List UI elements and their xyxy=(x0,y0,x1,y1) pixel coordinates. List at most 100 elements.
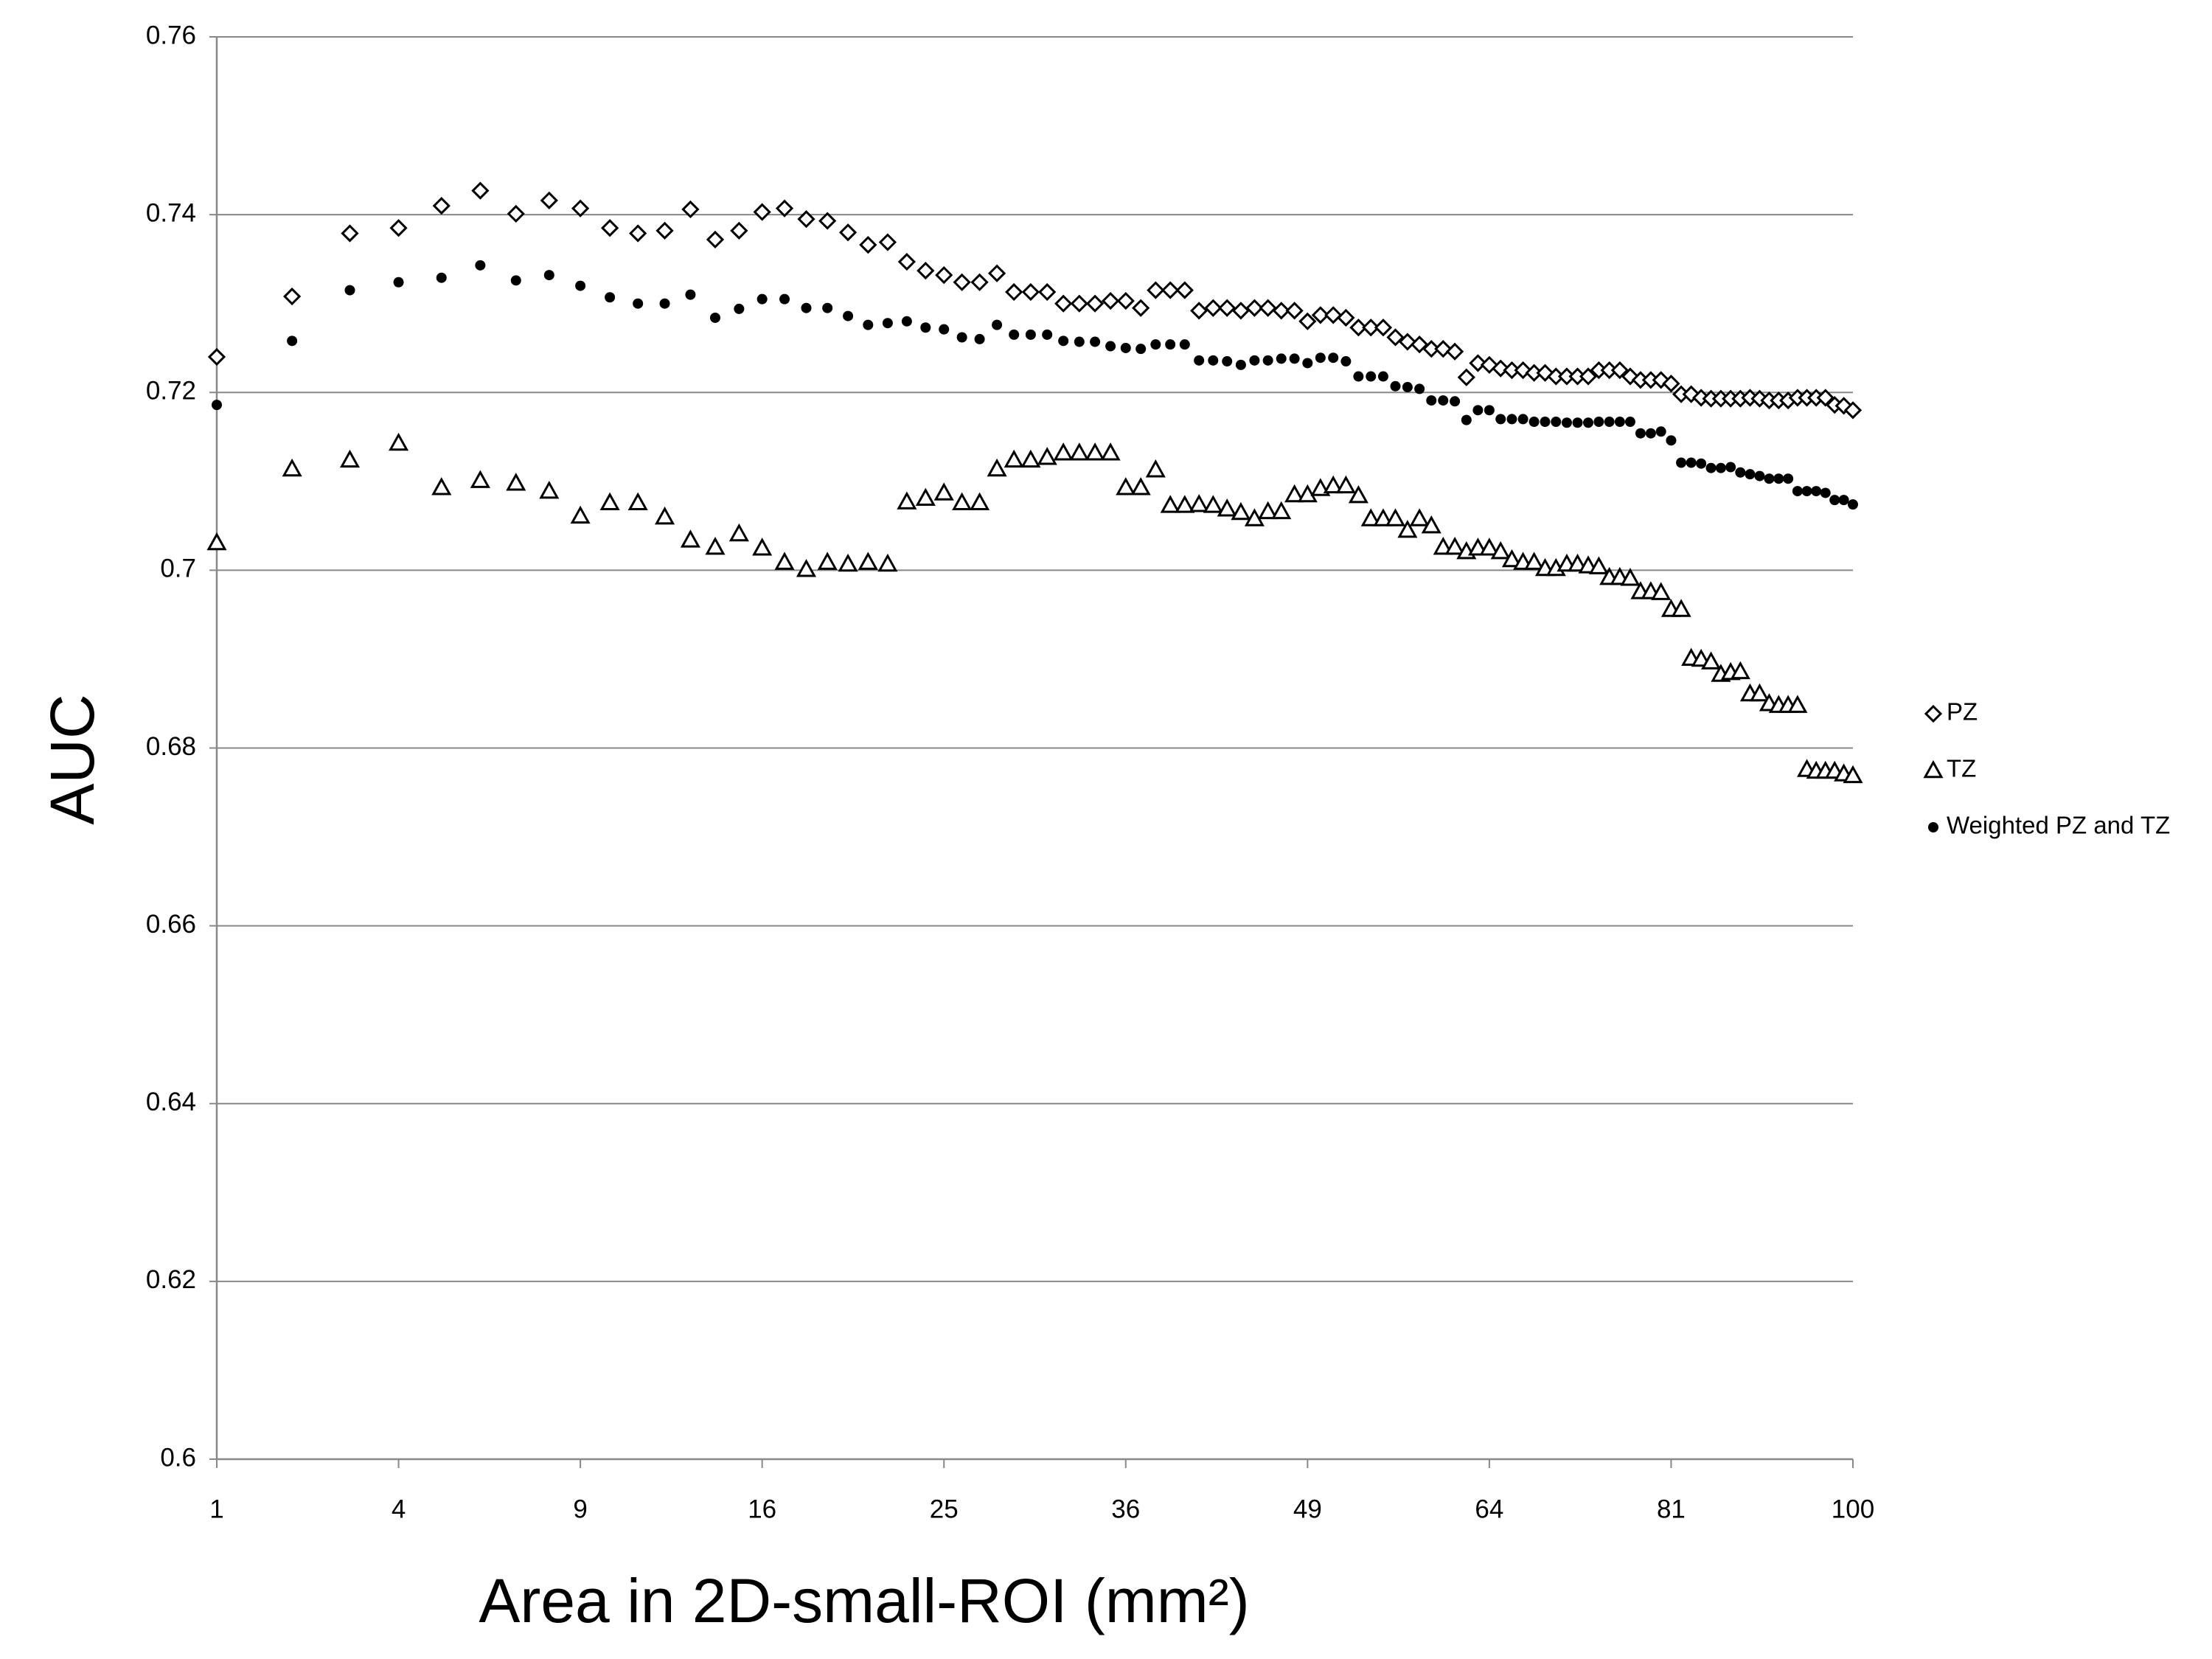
marker-triangle xyxy=(1160,495,1180,513)
marker-triangle xyxy=(1479,538,1500,556)
marker-triangle xyxy=(431,477,452,495)
marker-diamond xyxy=(1445,342,1464,361)
marker-triangle xyxy=(1444,536,1465,555)
y-tick-label: 0.62 xyxy=(146,1265,196,1294)
marker-diamond xyxy=(818,212,837,230)
marker-triangle xyxy=(1116,477,1136,495)
marker-diamond xyxy=(1285,302,1304,320)
y-tick-label: 0.72 xyxy=(146,377,196,406)
marker-diamond xyxy=(706,230,725,249)
marker-triangle xyxy=(1100,442,1121,461)
marker-diamond xyxy=(753,203,771,221)
marker-diamond xyxy=(935,265,953,285)
marker-diamond xyxy=(970,273,989,291)
marker-circle xyxy=(1820,487,1831,498)
marker-triangle xyxy=(987,458,1007,477)
marker-circle xyxy=(1495,414,1506,425)
marker-circle xyxy=(1289,353,1300,364)
marker-diamond xyxy=(1272,302,1290,320)
marker-circle xyxy=(1340,356,1352,367)
marker-circle xyxy=(1792,486,1803,497)
marker-circle xyxy=(1472,405,1484,416)
x-tick-label: 1 xyxy=(209,1495,223,1523)
marker-circle xyxy=(882,318,893,329)
marker-circle xyxy=(1829,495,1840,506)
marker-circle xyxy=(1614,417,1625,428)
marker-diamond xyxy=(341,224,359,243)
marker-diamond xyxy=(283,287,302,306)
marker-diamond xyxy=(987,264,1006,282)
marker-circle xyxy=(1848,499,1858,510)
y-tick-label: 0.6 xyxy=(160,1443,196,1472)
marker-diamond xyxy=(601,219,619,237)
marker-diamond xyxy=(1132,299,1150,317)
marker-circle xyxy=(1328,352,1339,364)
marker-triangle xyxy=(1085,442,1105,461)
marker-circle xyxy=(1745,469,1756,480)
marker-triangle xyxy=(1787,695,1808,713)
marker-circle xyxy=(757,293,768,305)
marker-circle xyxy=(287,335,298,347)
marker-triangle xyxy=(1053,442,1074,461)
marker-diamond xyxy=(1349,319,1368,337)
marker-triangle xyxy=(1217,498,1237,517)
marker-diamond xyxy=(540,191,558,209)
marker-diamond xyxy=(1924,704,1943,723)
marker-diamond xyxy=(681,200,700,219)
marker-circle xyxy=(734,303,745,314)
marker-triangle xyxy=(1588,556,1609,574)
marker-triangle xyxy=(1421,515,1441,534)
marker-triangle xyxy=(1524,552,1545,570)
marker-circle xyxy=(1506,414,1517,425)
marker-triangle xyxy=(970,492,990,511)
marker-circle xyxy=(1235,359,1246,370)
marker-circle xyxy=(1074,336,1085,347)
marker-diamond xyxy=(1161,281,1180,299)
marker-triangle xyxy=(705,536,726,555)
marker-circle xyxy=(1686,457,1697,468)
marker-circle xyxy=(1801,486,1812,497)
marker-diamond xyxy=(797,210,815,229)
grid xyxy=(209,36,1854,1468)
marker-circle xyxy=(1377,371,1388,382)
x-tick-label: 64 xyxy=(1475,1495,1503,1523)
marker-circle xyxy=(1764,473,1775,484)
marker-circle xyxy=(992,319,1003,330)
marker-circle xyxy=(1426,395,1437,406)
marker-diamond xyxy=(730,221,748,240)
marker-triangle xyxy=(1203,495,1223,513)
marker-triangle xyxy=(1671,599,1691,617)
marker-diamond xyxy=(1054,294,1073,313)
marker-circle xyxy=(1414,383,1425,394)
marker-circle xyxy=(1517,414,1528,425)
marker-diamond xyxy=(1337,308,1355,327)
marker-circle xyxy=(436,272,447,283)
marker-circle xyxy=(344,285,355,296)
marker-circle xyxy=(1262,355,1273,366)
marker-circle xyxy=(974,333,985,344)
marker-triangle xyxy=(752,538,773,556)
marker-diamond xyxy=(1204,299,1222,317)
marker-diamond xyxy=(389,219,408,237)
marker-circle xyxy=(1150,339,1161,350)
marker-diamond xyxy=(953,273,971,291)
marker-triangle xyxy=(1297,484,1318,503)
marker-circle xyxy=(1540,417,1551,428)
marker-circle xyxy=(212,400,222,411)
marker-circle xyxy=(956,332,967,343)
marker-diamond xyxy=(897,252,917,271)
marker-circle xyxy=(1042,329,1053,340)
marker-triangle xyxy=(796,559,817,577)
marker-circle xyxy=(1528,417,1540,428)
legend-label: TZ xyxy=(1947,755,1976,782)
marker-circle xyxy=(1461,414,1472,425)
marker-circle xyxy=(1090,336,1101,347)
marker-triangle xyxy=(1651,582,1672,600)
marker-diamond xyxy=(1190,302,1208,320)
marker-circle xyxy=(1583,417,1594,428)
marker-diamond xyxy=(1469,354,1487,372)
marker-circle xyxy=(685,289,696,300)
marker-triangle xyxy=(1749,683,1770,702)
marker-circle xyxy=(1135,344,1147,355)
